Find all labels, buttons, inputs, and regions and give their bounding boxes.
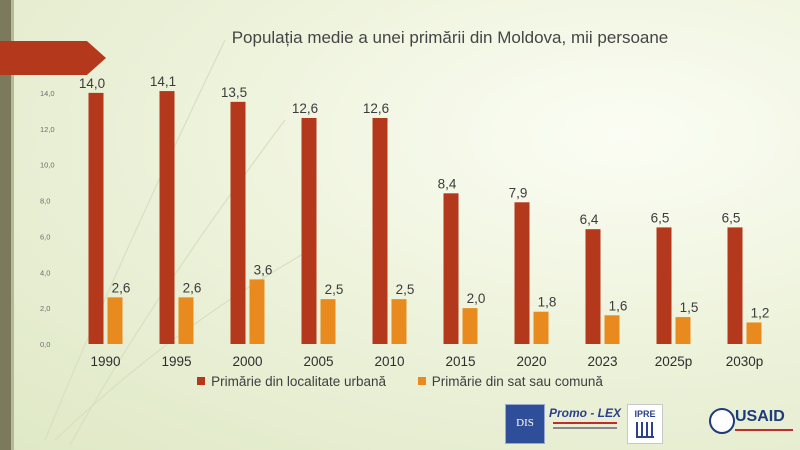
bar-rural-2015 (462, 308, 478, 344)
x-tick-label-2020: 2020 (516, 354, 546, 369)
y-tick-label: 0,0 (40, 340, 50, 349)
y-tick-label: 6,0 (40, 232, 50, 241)
y-tick-label: 2,0 (40, 304, 50, 313)
title-tab (0, 41, 106, 75)
bar-rural-2020 (533, 311, 549, 344)
y-tick-label: 8,0 (40, 197, 50, 206)
data-label-urban-2020: 7,9 (509, 185, 528, 200)
promo-lex-logo-subline (553, 427, 617, 429)
bar-urban-2000 (230, 101, 246, 344)
legend-item-urban: Primărie din localitate urbană (197, 374, 386, 389)
x-tick-label-1990: 1990 (90, 354, 120, 369)
bar-rural-2000 (249, 279, 265, 344)
data-label-rural-2010: 2,5 (396, 282, 415, 297)
usaid-seal-icon (709, 408, 735, 434)
data-label-urban-2030p: 6,5 (722, 210, 741, 225)
usaid-logo-underline (735, 429, 793, 431)
data-label-rural-2015: 2,0 (467, 291, 486, 306)
promo-lex-logo-text: Promo - LEX (549, 406, 622, 420)
x-tick-label-2005: 2005 (303, 354, 333, 369)
x-tick-label-2030p: 2030p (726, 354, 764, 369)
y-tick-label: 14,0 (40, 89, 55, 98)
bar-urban-2015 (443, 193, 459, 344)
decor-curve-2 (54, 249, 311, 441)
y-tick-label: 10,0 (40, 161, 55, 170)
left-accent-bar (0, 0, 11, 450)
usaid-logo-text: USAID (735, 408, 785, 425)
promo-lex-logo: Promo - LEX (549, 404, 621, 442)
data-label-rural-2005: 2,5 (325, 282, 344, 297)
bar-rural-2030p (746, 322, 762, 344)
sponsor-logos: DIS Promo - LEX IPRE USAID (505, 402, 795, 446)
legend-label-urban: Primărie din localitate urbană (211, 373, 386, 389)
promo-lex-logo-line (553, 422, 617, 424)
decor-curve-0 (44, 39, 226, 441)
bar-rural-2023 (604, 315, 620, 344)
ipre-columns-icon (636, 422, 654, 438)
x-tick-label-2023: 2023 (587, 354, 617, 369)
data-label-rural-2020: 1,8 (538, 295, 557, 310)
dis-logo-text: DIS (516, 417, 534, 429)
legend-item-rural: Primărie din sat sau comună (417, 373, 603, 389)
x-tick-label-1995: 1995 (161, 354, 191, 369)
bar-urban-2030p (727, 227, 743, 344)
y-tick-label: 4,0 (40, 268, 50, 277)
data-label-rural-2030p: 1,2 (751, 305, 770, 320)
data-label-urban-2015: 8,4 (438, 176, 457, 191)
bars: 14,0 2,6 14,1 2,6 13,5 3,6 12,6 2,5 12,6 2,5 8,4 2,… (79, 74, 770, 344)
legend-swatch-rural (417, 377, 426, 385)
ipre-logo-text: IPRE (634, 409, 656, 419)
ipre-logo: IPRE (627, 404, 663, 444)
data-label-rural-2000: 3,6 (254, 262, 273, 277)
x-tick-label-2010: 2010 (374, 354, 404, 369)
bar-urban-1990 (88, 92, 104, 344)
bar-urban-2025p (656, 227, 672, 344)
data-label-urban-1995: 14,1 (150, 74, 176, 89)
data-label-rural-2025p: 1,5 (680, 300, 699, 315)
legend: Primărie din localitate urbană Primărie … (0, 373, 800, 389)
bar-urban-2010 (372, 117, 388, 344)
y-axis: 0,02,04,06,08,010,012,014,016,0 (40, 53, 55, 349)
x-tick-label-2025p: 2025p (655, 354, 693, 369)
data-label-urban-2010: 12,6 (363, 101, 389, 116)
x-tick-label-2000: 2000 (232, 354, 262, 369)
data-label-urban-1990: 14,0 (79, 76, 105, 91)
bar-urban-2020 (514, 202, 530, 344)
x-axis: 1990 1995 2000 2005 2010 2015 2020 2023 2025p 203… (90, 354, 763, 369)
data-label-urban-2025p: 6,5 (651, 210, 670, 225)
data-label-rural-1990: 2,6 (112, 280, 131, 295)
bar-rural-2005 (320, 299, 336, 344)
bar-rural-2025p (675, 317, 691, 344)
bar-rural-2010 (391, 299, 407, 344)
bar-urban-2023 (585, 229, 601, 344)
x-tick-label-2015: 2015 (445, 354, 475, 369)
dis-logo: DIS (505, 404, 545, 444)
bar-urban-1995 (159, 91, 175, 344)
legend-swatch-urban (197, 377, 206, 385)
left-accent-stripe (11, 0, 14, 450)
data-label-urban-2000: 13,5 (221, 85, 247, 100)
data-label-rural-2023: 1,6 (609, 298, 628, 313)
bar-urban-2005 (301, 117, 317, 344)
bar-rural-1995 (178, 297, 194, 344)
legend-label-rural: Primărie din sat sau comună (431, 373, 603, 389)
data-label-urban-2023: 6,4 (580, 212, 599, 227)
bar-rural-1990 (107, 297, 123, 344)
data-label-rural-1995: 2,6 (183, 280, 202, 295)
chart-title: Populația medie a unei primării din Mold… (231, 28, 669, 47)
usaid-logo: USAID (709, 404, 793, 442)
data-label-urban-2005: 12,6 (292, 101, 318, 116)
y-tick-label: 12,0 (40, 125, 55, 134)
